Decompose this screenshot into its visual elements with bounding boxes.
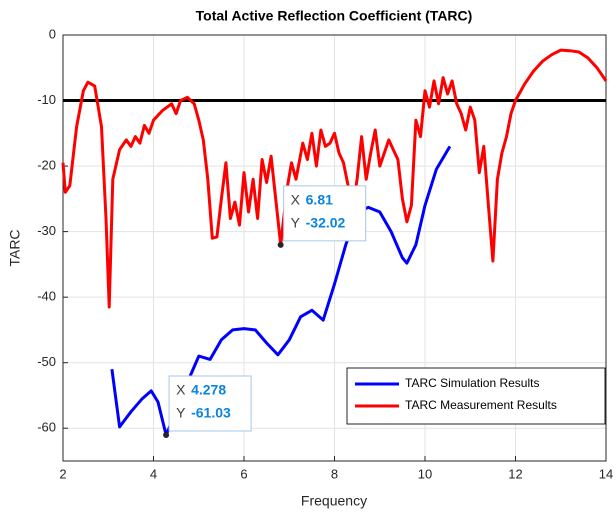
datatip-x-key: X (291, 192, 301, 208)
datatip-y-value: -32.02 (306, 215, 346, 231)
legend-box (346, 367, 606, 425)
legend-label: TARC Simulation Results (405, 376, 539, 390)
datatip-y-key: Y (291, 215, 301, 231)
datatip-y-key: Y (176, 405, 186, 421)
x-tick-label: 4 (150, 466, 157, 481)
datatip-x-value: 4.278 (191, 382, 226, 398)
x-axis-label: Frequency (301, 493, 367, 509)
y-axis-label: TARC (7, 229, 23, 266)
x-tick-label: 10 (418, 466, 432, 481)
y-tick-label: -40 (37, 289, 56, 304)
datatip-y-value: -61.03 (191, 405, 231, 421)
legend-label: TARC Measurement Results (405, 398, 557, 412)
chart-title: Total Active Reflection Coefficient (TAR… (196, 8, 473, 24)
datatip-box (283, 185, 367, 242)
datatip-x-key: X (176, 382, 186, 398)
x-tick-label: 8 (331, 466, 338, 481)
y-tick-label: -10 (37, 92, 56, 107)
x-tick-label: 2 (59, 466, 66, 481)
series-line (110, 145, 452, 437)
x-tick-label: 12 (508, 466, 522, 481)
axes-box (62, 34, 607, 462)
y-tick-label: -60 (37, 420, 56, 435)
datatip-x-value: 6.81 (306, 192, 333, 208)
y-tick-label: -50 (37, 354, 56, 369)
x-tick-label: 14 (599, 466, 613, 481)
series-line (61, 48, 608, 309)
datatip-box (168, 375, 252, 432)
y-tick-label: -20 (37, 158, 56, 173)
x-tick-label: 6 (240, 466, 247, 481)
y-tick-label: 0 (49, 26, 56, 41)
datatip-point (277, 241, 284, 248)
y-tick-label: -30 (37, 223, 56, 238)
datatip-point (163, 431, 170, 438)
